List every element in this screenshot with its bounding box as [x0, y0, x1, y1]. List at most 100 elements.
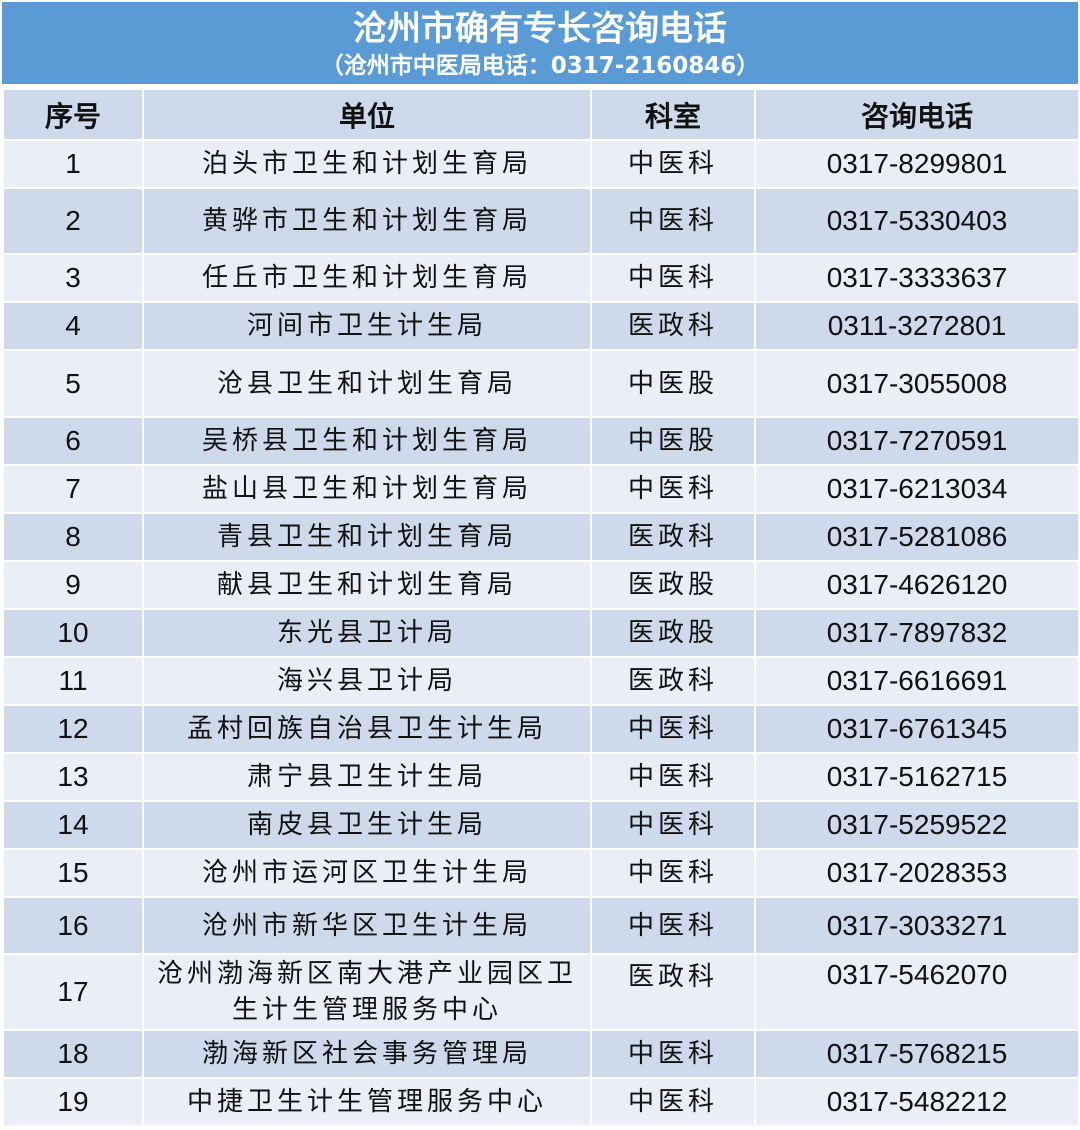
row-index: 1	[2, 139, 144, 189]
row-unit: 南皮县卫生计生局	[142, 800, 592, 850]
contact-table: 序号 单位 科室 咨询电话 1 泊头市卫生和计划生育局 中医科 0317-829980…	[2, 88, 1080, 1127]
table-row: 5 沧县卫生和计划生育局 中医股 0317-3055008	[2, 349, 1080, 418]
table-row: 8 青县卫生和计划生育局 医政科 0317-5281086	[2, 512, 1080, 562]
row-department: 中医股	[590, 416, 756, 466]
row-department: 中医科	[590, 1029, 756, 1079]
row-phone: 0317-7897832	[754, 608, 1080, 658]
row-department: 中医股	[590, 349, 756, 418]
row-index: 16	[2, 896, 144, 955]
table-row: 6 吴桥县卫生和计划生育局 中医股 0317-7270591	[2, 416, 1080, 466]
row-unit: 吴桥县卫生和计划生育局	[142, 416, 592, 466]
table-row: 19 中捷卫生计生管理服务中心 中医科 0317-5482212	[2, 1077, 1080, 1127]
row-index: 17	[2, 953, 144, 1031]
row-department: 中医科	[590, 139, 756, 189]
row-index: 4	[2, 301, 144, 351]
title-banner: 沧州市确有专长咨询电话 （沧州市中医局电话：0317-2160846）	[2, 2, 1078, 84]
table-row: 18 渤海新区社会事务管理局 中医科 0317-5768215	[2, 1029, 1080, 1079]
row-index: 3	[2, 253, 144, 303]
row-unit: 河间市卫生计生局	[142, 301, 592, 351]
row-phone: 0317-5482212	[754, 1077, 1080, 1127]
row-phone: 0317-7270591	[754, 416, 1080, 466]
row-unit: 献县卫生和计划生育局	[142, 560, 592, 610]
column-header-unit: 单位	[142, 88, 592, 141]
row-department: 中医科	[590, 752, 756, 802]
row-unit: 东光县卫计局	[142, 608, 592, 658]
row-department: 中医科	[590, 464, 756, 514]
row-index: 6	[2, 416, 144, 466]
row-phone: 0317-6761345	[754, 704, 1080, 754]
row-unit: 海兴县卫计局	[142, 656, 592, 706]
row-unit: 沧州市运河区卫生计生局	[142, 848, 592, 898]
table-row: 1 泊头市卫生和计划生育局 中医科 0317-8299801	[2, 139, 1080, 189]
row-department: 中医科	[590, 704, 756, 754]
row-phone: 0317-3055008	[754, 349, 1080, 418]
row-unit: 黄骅市卫生和计划生育局	[142, 187, 592, 255]
row-department: 医政股	[590, 608, 756, 658]
row-unit: 盐山县卫生和计划生育局	[142, 464, 592, 514]
row-phone: 0317-5768215	[754, 1029, 1080, 1079]
row-phone: 0311-3272801	[754, 301, 1080, 351]
table-row: 14 南皮县卫生计生局 中医科 0317-5259522	[2, 800, 1080, 850]
row-department: 医政科	[590, 953, 756, 1031]
row-index: 5	[2, 349, 144, 418]
row-index: 8	[2, 512, 144, 562]
row-unit: 沧州渤海新区南大港产业园区卫生计生管理服务中心	[142, 953, 592, 1031]
row-department: 中医科	[590, 800, 756, 850]
row-index: 14	[2, 800, 144, 850]
column-header-phone: 咨询电话	[754, 88, 1080, 141]
table-row: 9 献县卫生和计划生育局 医政股 0317-4626120	[2, 560, 1080, 610]
row-phone: 0317-3333637	[754, 253, 1080, 303]
row-index: 15	[2, 848, 144, 898]
row-index: 10	[2, 608, 144, 658]
row-department: 中医科	[590, 187, 756, 255]
row-phone: 0317-5330403	[754, 187, 1080, 255]
row-unit: 孟村回族自治县卫生计生局	[142, 704, 592, 754]
row-phone: 0317-4626120	[754, 560, 1080, 610]
row-department: 医政股	[590, 560, 756, 610]
row-unit: 泊头市卫生和计划生育局	[142, 139, 592, 189]
table-row: 12 孟村回族自治县卫生计生局 中医科 0317-6761345	[2, 704, 1080, 754]
row-department: 医政科	[590, 656, 756, 706]
row-phone: 0317-8299801	[754, 139, 1080, 189]
row-unit: 肃宁县卫生计生局	[142, 752, 592, 802]
row-index: 7	[2, 464, 144, 514]
row-department: 中医科	[590, 1077, 756, 1127]
table-header-row: 序号 单位 科室 咨询电话	[2, 88, 1080, 141]
row-unit: 沧州市新华区卫生计生局	[142, 896, 592, 955]
table-row: 11 海兴县卫计局 医政科 0317-6616691	[2, 656, 1080, 706]
column-header-department: 科室	[590, 88, 756, 141]
row-index: 12	[2, 704, 144, 754]
row-phone: 0317-5281086	[754, 512, 1080, 562]
row-unit: 青县卫生和计划生育局	[142, 512, 592, 562]
table-row: 7 盐山县卫生和计划生育局 中医科 0317-6213034	[2, 464, 1080, 514]
table-row: 2 黄骅市卫生和计划生育局 中医科 0317-5330403	[2, 187, 1080, 255]
page-title: 沧州市确有专长咨询电话	[353, 9, 727, 49]
row-department: 中医科	[590, 848, 756, 898]
row-phone: 0317-6616691	[754, 656, 1080, 706]
table-row: 10 东光县卫计局 医政股 0317-7897832	[2, 608, 1080, 658]
row-index: 19	[2, 1077, 144, 1127]
row-department: 医政科	[590, 512, 756, 562]
row-index: 11	[2, 656, 144, 706]
table-row: 3 任丘市卫生和计划生育局 中医科 0317-3333637	[2, 253, 1080, 303]
row-unit: 任丘市卫生和计划生育局	[142, 253, 592, 303]
row-phone: 0317-2028353	[754, 848, 1080, 898]
row-index: 13	[2, 752, 144, 802]
table-row: 15 沧州市运河区卫生计生局 中医科 0317-2028353	[2, 848, 1080, 898]
row-department: 医政科	[590, 301, 756, 351]
row-phone: 0317-5162715	[754, 752, 1080, 802]
row-index: 18	[2, 1029, 144, 1079]
row-index: 2	[2, 187, 144, 255]
table-row: 16 沧州市新华区卫生计生局 中医科 0317-3033271	[2, 896, 1080, 955]
page-subtitle: （沧州市中医局电话：0317-2160846）	[320, 53, 760, 79]
row-unit: 中捷卫生计生管理服务中心	[142, 1077, 592, 1127]
row-phone: 0317-3033271	[754, 896, 1080, 955]
row-department: 中医科	[590, 253, 756, 303]
table-row: 4 河间市卫生计生局 医政科 0311-3272801	[2, 301, 1080, 351]
row-department: 中医科	[590, 896, 756, 955]
row-phone: 0317-5259522	[754, 800, 1080, 850]
row-unit: 渤海新区社会事务管理局	[142, 1029, 592, 1079]
table-row: 17 沧州渤海新区南大港产业园区卫生计生管理服务中心 医政科 0317-5462070	[2, 953, 1080, 1031]
row-unit: 沧县卫生和计划生育局	[142, 349, 592, 418]
column-header-index: 序号	[2, 88, 144, 141]
